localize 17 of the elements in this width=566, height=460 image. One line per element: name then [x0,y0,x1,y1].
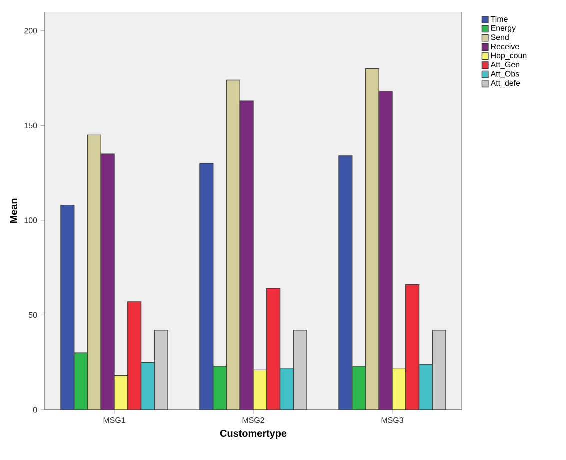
bar [392,368,406,410]
bar [74,352,88,410]
bar [378,91,393,410]
bar [418,364,433,410]
bar [253,370,268,410]
bar [240,100,254,410]
bar [338,156,353,410]
bar [280,368,294,410]
y-axis-title: Mean [10,198,18,224]
bar [200,163,214,410]
x-axis-title: Customertype [220,430,287,440]
bar [60,204,75,410]
bar [213,366,228,410]
bar [352,366,366,410]
bar [114,376,128,410]
bar [100,154,115,410]
bar [140,362,155,410]
